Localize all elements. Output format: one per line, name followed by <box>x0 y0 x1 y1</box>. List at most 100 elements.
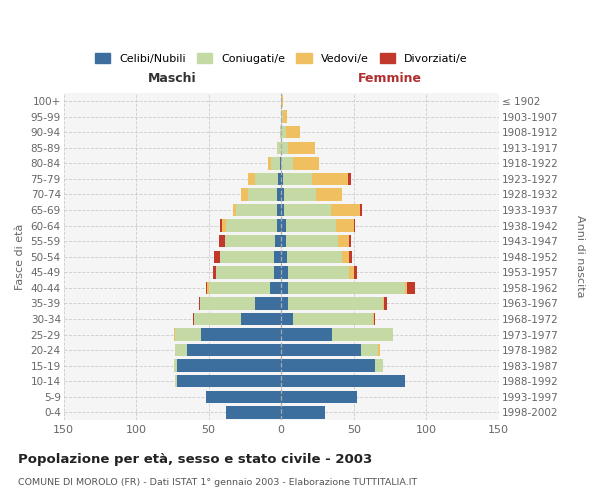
Bar <box>311 172 348 185</box>
Bar <box>219 235 224 248</box>
Bar <box>281 360 376 372</box>
Bar <box>281 297 289 310</box>
Bar <box>359 204 362 216</box>
Bar <box>277 188 281 200</box>
Y-axis label: Anni di nascita: Anni di nascita <box>575 216 585 298</box>
Bar <box>174 360 177 372</box>
Bar <box>271 157 280 170</box>
Bar <box>407 282 415 294</box>
Bar <box>281 282 289 294</box>
Bar <box>281 390 356 403</box>
Bar <box>331 204 359 216</box>
Bar <box>274 250 281 263</box>
Bar <box>274 266 281 278</box>
Bar <box>281 188 284 200</box>
Bar <box>281 142 289 154</box>
Bar <box>281 157 293 170</box>
Bar <box>187 344 281 356</box>
Bar <box>206 282 207 294</box>
Bar <box>278 172 281 185</box>
Bar <box>277 142 281 154</box>
Bar <box>349 235 351 248</box>
Bar <box>275 235 281 248</box>
Bar <box>233 204 236 216</box>
Bar <box>226 406 281 418</box>
Bar <box>281 204 284 216</box>
Bar <box>268 157 271 170</box>
Text: COMUNE DI MOROLO (FR) - Dati ISTAT 1° gennaio 2003 - Elaborazione TUTTITALIA.IT: COMUNE DI MOROLO (FR) - Dati ISTAT 1° ge… <box>18 478 417 487</box>
Bar <box>200 297 255 310</box>
Bar <box>374 313 376 325</box>
Text: Popolazione per età, sesso e stato civile - 2003: Popolazione per età, sesso e stato civil… <box>18 452 372 466</box>
Bar <box>281 313 293 325</box>
Bar <box>293 157 319 170</box>
Bar <box>293 313 373 325</box>
Bar <box>349 266 354 278</box>
Bar <box>281 344 361 356</box>
Bar <box>281 328 332 341</box>
Text: Femmine: Femmine <box>358 72 422 85</box>
Bar <box>220 220 222 232</box>
Bar <box>316 188 342 200</box>
Bar <box>286 235 338 248</box>
Bar <box>213 266 216 278</box>
Bar <box>174 328 175 341</box>
Bar <box>248 188 277 200</box>
Bar <box>384 297 387 310</box>
Bar <box>373 313 374 325</box>
Bar <box>269 282 281 294</box>
Bar <box>354 266 356 278</box>
Bar <box>281 235 286 248</box>
Bar <box>193 313 194 325</box>
Bar <box>255 297 281 310</box>
Bar <box>383 297 384 310</box>
Bar <box>349 250 352 263</box>
Bar <box>283 110 287 123</box>
Bar <box>348 172 351 185</box>
Bar <box>194 313 241 325</box>
Bar <box>332 328 393 341</box>
Bar <box>281 110 283 123</box>
Bar <box>280 157 281 170</box>
Bar <box>175 375 177 388</box>
Bar <box>222 220 226 232</box>
Bar <box>289 142 314 154</box>
Bar <box>338 235 349 248</box>
Bar <box>277 220 281 232</box>
Bar <box>404 282 407 294</box>
Bar <box>177 375 281 388</box>
Y-axis label: Fasce di età: Fasce di età <box>15 224 25 290</box>
Bar <box>214 250 220 263</box>
Bar <box>207 282 209 294</box>
Bar <box>354 220 355 232</box>
Bar <box>177 360 281 372</box>
Bar <box>286 220 337 232</box>
Bar <box>281 375 404 388</box>
Bar <box>289 297 383 310</box>
Bar <box>280 126 281 138</box>
Bar <box>277 204 281 216</box>
Bar <box>255 172 278 185</box>
Bar <box>236 204 277 216</box>
Bar <box>175 328 202 341</box>
Legend: Celibi/Nubili, Coniugati/e, Vedovi/e, Divorziati/e: Celibi/Nubili, Coniugati/e, Vedovi/e, Di… <box>95 53 468 64</box>
Bar <box>281 406 325 418</box>
Bar <box>281 172 283 185</box>
Bar <box>286 126 300 138</box>
Bar <box>287 250 342 263</box>
Bar <box>175 344 187 356</box>
Bar <box>281 266 289 278</box>
Bar <box>199 297 200 310</box>
Bar <box>281 250 287 263</box>
Bar <box>226 220 277 232</box>
Bar <box>206 390 281 403</box>
Bar <box>284 204 331 216</box>
Bar <box>241 188 248 200</box>
Bar <box>376 360 383 372</box>
Bar <box>284 188 316 200</box>
Bar <box>342 250 349 263</box>
Bar <box>283 172 311 185</box>
Bar <box>281 126 286 138</box>
Bar <box>281 220 286 232</box>
Bar <box>220 250 274 263</box>
